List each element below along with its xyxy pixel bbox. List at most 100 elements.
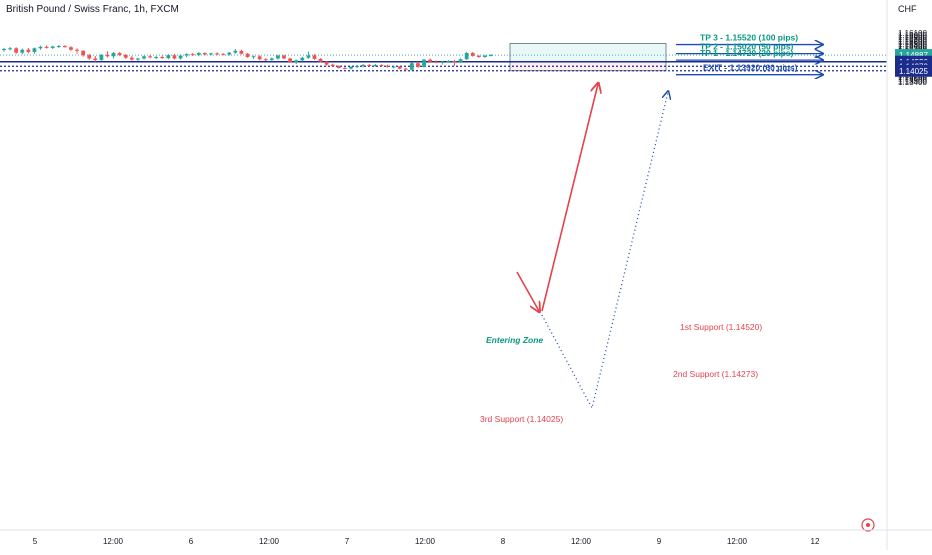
candle-body [178,55,183,59]
candle [184,53,189,58]
candle-body [196,53,201,55]
candle-body [476,55,481,58]
tp1-label: TP 1 - 1.14720 (20 pips) [700,48,794,58]
candle-body [123,54,128,58]
candle [233,49,238,54]
price-tick-label: 1.16100 [898,29,927,38]
candle [62,45,67,48]
candle [458,58,463,64]
candle [476,54,481,58]
candle-body [409,63,414,70]
currency-label: CHF [898,4,917,14]
tp3-label: TP 3 - 1.15520 (100 pips) [700,33,798,43]
candle-body [422,59,426,67]
candle-body [81,50,86,56]
candle [428,58,433,63]
candle [14,47,19,54]
candle [367,63,372,67]
candle [355,65,359,68]
candle [93,55,98,62]
support-3-label: 3rd Support (1.14025) [480,414,563,424]
candle-body [312,55,317,59]
candle [209,52,213,56]
candle [26,47,31,54]
candle [117,51,122,56]
candle-body [203,53,207,55]
time-tick-label: 9 [657,537,662,546]
candle-body [458,59,463,63]
candle [221,53,226,56]
candle [452,59,457,66]
candle [324,61,329,66]
time-tick-label: 12:00 [415,537,436,546]
candle-body [239,50,244,54]
candle-body [257,56,262,60]
candle-body [343,67,347,69]
candle [136,57,140,62]
last-price-value: 1.14887 [899,51,928,60]
candle [196,52,201,57]
candle [239,49,244,55]
candle [379,64,384,67]
time-tick-label: 12:00 [103,537,124,546]
candle-body [87,55,92,59]
candle [361,63,366,68]
candle-body [142,56,146,59]
candle-body [391,66,396,68]
price-tick-label: 1.15300 [898,44,927,53]
candle-body [446,61,451,63]
candle [330,63,335,67]
candle [349,66,353,70]
candle [38,45,43,50]
time-tick-label: 12:00 [259,537,280,546]
time-tick-label: 12:00 [571,537,592,546]
candle [69,46,73,51]
target-zone [509,43,667,63]
candle-body [14,48,19,53]
candle-body [44,46,49,48]
candle [111,51,116,59]
candle-body [300,57,305,61]
candle-body [483,55,487,58]
candle-body [20,49,25,53]
candle-body [263,59,268,61]
candle [300,56,305,62]
logo-ring [861,518,875,532]
time-tick-label: 12 [811,537,820,546]
candle-body [428,59,433,62]
price-tick-label: 1.15500 [898,40,927,49]
candle [263,58,268,62]
candle-body [452,61,457,63]
price-tick-label: 1.15900 [898,33,927,42]
candle [154,55,159,60]
candle-body [105,54,110,57]
candle-body [215,53,219,55]
candle-body [269,58,274,60]
candle-body [397,66,402,69]
candle [276,54,280,60]
candle [123,54,128,59]
logo-dot [866,523,870,527]
candle-body [416,63,420,67]
price-tick-label: 1.15700 [898,36,927,45]
candle [129,55,134,61]
candle-body [2,49,6,51]
price-tick-label: 1.13600 [898,75,927,84]
candle-body [93,58,98,60]
candle-body [50,46,55,48]
candle-body [62,45,67,48]
candle [227,51,232,56]
candle-body [221,54,226,56]
support-3-badge [895,64,932,77]
candle-body [355,66,359,68]
candle [50,45,55,50]
candle-body [367,65,372,67]
candle-body [294,60,299,63]
candle-body [38,46,43,49]
candle-body [209,53,213,55]
candle-body [276,55,280,59]
candle [282,54,286,60]
candle [470,51,475,57]
candle-body [32,48,37,52]
